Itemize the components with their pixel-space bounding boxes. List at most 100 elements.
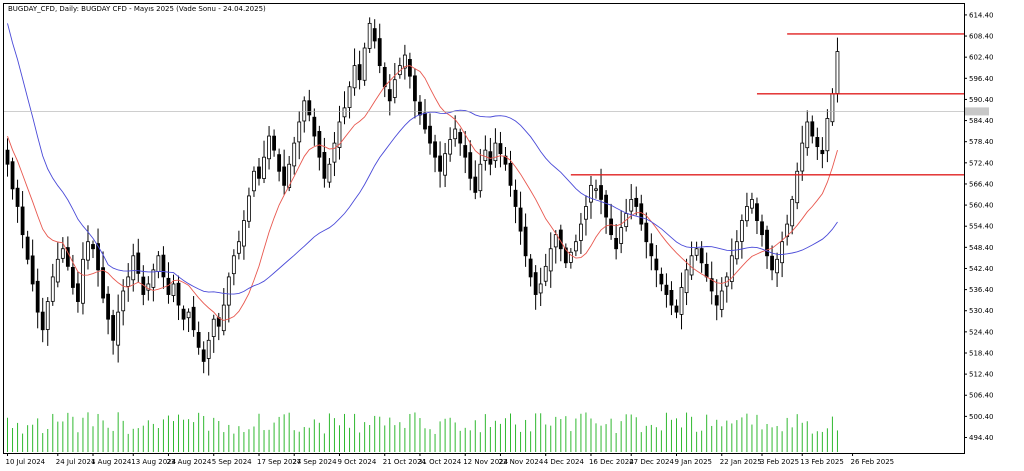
candle bbox=[131, 243, 136, 292]
candle bbox=[745, 192, 749, 227]
candle-body bbox=[40, 311, 45, 331]
candle bbox=[81, 242, 85, 315]
candle bbox=[231, 249, 236, 286]
candle-body bbox=[750, 199, 754, 209]
candle-body bbox=[181, 308, 186, 320]
candle bbox=[297, 111, 302, 160]
candle-body bbox=[352, 65, 357, 89]
candle-body bbox=[176, 282, 181, 306]
candle bbox=[533, 265, 538, 310]
candle-body bbox=[820, 149, 825, 155]
candle-body bbox=[805, 121, 810, 149]
candle bbox=[50, 263, 55, 306]
candle-body bbox=[785, 223, 790, 238]
candle-body bbox=[699, 248, 704, 264]
candle bbox=[473, 160, 478, 200]
candle-body bbox=[231, 255, 236, 275]
candle bbox=[634, 186, 639, 216]
candle bbox=[548, 232, 553, 288]
candle bbox=[699, 241, 704, 273]
y-tick-label: 602.40 bbox=[969, 54, 994, 62]
candle bbox=[151, 263, 156, 302]
candle bbox=[186, 308, 191, 333]
y-tick-label: 608.40 bbox=[969, 33, 994, 41]
candle-body bbox=[55, 258, 60, 283]
x-tick-label: 23 Aug 2024 bbox=[166, 458, 211, 466]
candle-body bbox=[639, 203, 644, 225]
candle-body bbox=[433, 141, 437, 158]
candle-body bbox=[236, 241, 241, 254]
candle bbox=[282, 149, 287, 195]
candle-body bbox=[719, 290, 724, 310]
candle-body bbox=[523, 226, 528, 257]
candle bbox=[272, 129, 276, 157]
candle-body bbox=[186, 311, 191, 319]
candle bbox=[10, 157, 15, 200]
candle bbox=[428, 113, 432, 155]
candle bbox=[342, 91, 347, 125]
candle-body bbox=[402, 54, 407, 69]
candle bbox=[709, 261, 714, 305]
candle bbox=[498, 131, 503, 168]
plot-frame bbox=[3, 3, 965, 454]
candle bbox=[553, 230, 558, 264]
candle-body bbox=[629, 199, 634, 212]
candle-body bbox=[211, 318, 216, 337]
x-tick-label: 27 Sep 2024 bbox=[292, 458, 337, 466]
y-tick-label: 524.40 bbox=[969, 328, 994, 336]
x-tick-label: 21 Oct 2024 bbox=[383, 458, 427, 466]
moving-average-fast bbox=[7, 65, 838, 321]
candle bbox=[35, 268, 40, 329]
x-tick-label: 24 Jul 2024 bbox=[56, 458, 96, 466]
candle-body bbox=[780, 241, 785, 264]
candle-body bbox=[272, 135, 276, 151]
candle bbox=[669, 281, 674, 316]
candle-body bbox=[674, 305, 679, 313]
candle bbox=[629, 184, 634, 220]
candle-body bbox=[287, 163, 292, 188]
candle-body bbox=[377, 38, 382, 67]
candle-body bbox=[423, 112, 427, 130]
x-tick-label: 31 Oct 2024 bbox=[418, 458, 462, 466]
candle bbox=[714, 279, 719, 321]
candle-body bbox=[367, 22, 372, 49]
candle-body bbox=[357, 64, 362, 81]
candle bbox=[126, 263, 131, 302]
x-tick-label: 22 Nov 2024 bbox=[498, 458, 543, 466]
candle-body bbox=[548, 248, 553, 272]
candle-body bbox=[101, 267, 105, 299]
chart-title: BUGDAY_CFD, Daily: BUGDAY CFD - Mayıs 20… bbox=[8, 5, 266, 13]
candle bbox=[694, 241, 699, 261]
candle-body bbox=[498, 143, 503, 155]
candle-body bbox=[407, 59, 412, 77]
candle-body bbox=[483, 149, 488, 162]
candle-body bbox=[191, 306, 196, 331]
candle-body bbox=[760, 221, 764, 236]
candle bbox=[825, 109, 830, 163]
candle-body bbox=[463, 145, 468, 158]
candle-body bbox=[664, 284, 669, 295]
candle-body bbox=[277, 154, 282, 172]
candle bbox=[493, 128, 498, 168]
candle-body bbox=[297, 121, 302, 143]
candle bbox=[252, 166, 256, 197]
candle-body bbox=[473, 176, 478, 193]
candle bbox=[106, 286, 110, 335]
candle-body bbox=[166, 277, 171, 295]
x-tick-label: 17 Sep 2024 bbox=[257, 458, 302, 466]
candle-body bbox=[568, 251, 573, 263]
candle bbox=[463, 130, 468, 174]
candle-body bbox=[96, 243, 100, 271]
candle bbox=[211, 314, 216, 353]
candle-body bbox=[206, 339, 211, 359]
candle bbox=[443, 142, 448, 188]
candle bbox=[599, 168, 603, 215]
candle-body bbox=[5, 149, 10, 165]
candle bbox=[101, 251, 105, 304]
candle bbox=[372, 19, 377, 49]
candle-body bbox=[242, 220, 246, 247]
candle bbox=[292, 136, 297, 175]
candle-body bbox=[513, 189, 518, 207]
